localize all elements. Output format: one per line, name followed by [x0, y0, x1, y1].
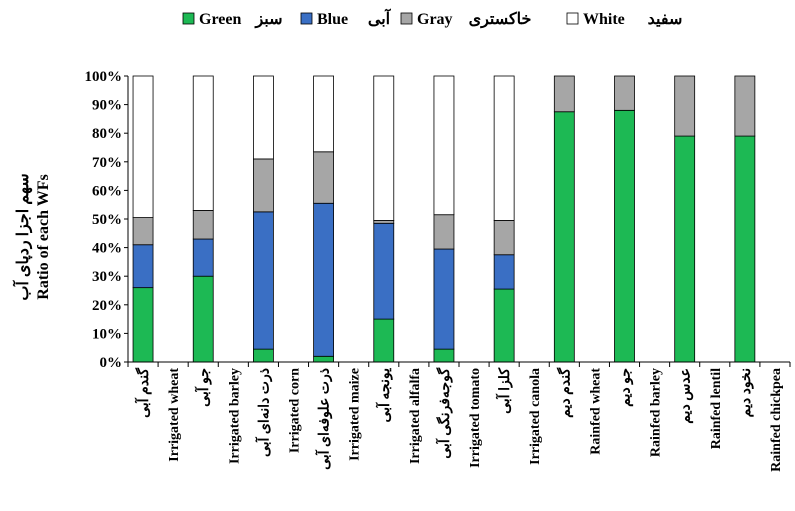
- bar-segment-green: [553, 111, 575, 363]
- x-category-label: گوجه‌فرنگی آبی: [435, 368, 453, 459]
- bar-segment-blue: [433, 248, 455, 350]
- y-tick-label: 40%: [92, 241, 122, 257]
- x-category-label: عدس دیم: [679, 368, 694, 424]
- axes: [124, 75, 791, 367]
- y-tick-label: 30%: [92, 269, 122, 285]
- y-tick-label: 80%: [92, 126, 122, 142]
- bar-segment-white: [433, 75, 455, 216]
- bar-segment-green: [734, 135, 756, 363]
- x-category-label: گندم دیم: [556, 368, 573, 418]
- legend: Green سبز Blue آبی Gray خاکستری White سف…: [182, 7, 683, 29]
- y-tick-label: 50%: [92, 212, 122, 228]
- bar-segment-gray: [132, 217, 154, 246]
- x-category-label: جو دیم: [619, 368, 634, 407]
- legend-item-blue: Blue آبی: [300, 7, 392, 28]
- legend-label-green-fa: سبز: [254, 11, 282, 29]
- x-category-label: Irrigated canola: [528, 368, 543, 465]
- legend-label-gray: Gray: [417, 11, 453, 28]
- bar-segment-gray: [553, 75, 575, 113]
- bar-segment-blue: [313, 202, 334, 357]
- x-category-label: Rainfed lentil: [709, 368, 724, 449]
- bar-segment-blue: [493, 254, 515, 290]
- y-tick-label: 90%: [92, 98, 122, 114]
- bar-segment-gray: [192, 210, 214, 240]
- y-tick-label: 100%: [85, 69, 123, 85]
- y-tick-label: 0%: [100, 355, 123, 371]
- bar-segment-gray: [674, 75, 696, 137]
- legend-label-green: Green: [199, 11, 241, 28]
- x-category-label: Irrigated tomato: [468, 368, 483, 468]
- bar-segment-blue: [132, 244, 154, 289]
- bar-segment-blue: [373, 222, 395, 320]
- x-category-label: نخود دیم: [739, 368, 754, 417]
- x-category-label: Rainfed chickpea: [769, 368, 784, 472]
- x-category-label: Irrigated barley: [227, 368, 242, 464]
- bar-segment-blue: [192, 238, 214, 277]
- x-category-label: Irrigated alfalfa: [408, 368, 423, 464]
- legend-label-white: White: [583, 11, 625, 28]
- legend-swatch-gray: [400, 12, 413, 25]
- legend-label-gray-fa: خاکستری: [469, 11, 532, 29]
- bar-segment-white: [253, 75, 274, 160]
- legend-item-white: White سفید: [566, 11, 683, 28]
- y-tick-label: 60%: [92, 183, 122, 199]
- legend-item-gray: Gray خاکستری: [400, 11, 532, 29]
- legend-swatch-white: [566, 12, 579, 25]
- bar-segment-blue: [253, 211, 274, 350]
- y-axis-label: سهم اجزا ردپای آب Ratio of each WFs: [11, 173, 52, 300]
- bar-segment-gray: [313, 151, 334, 204]
- legend-label-white-fa: سفید: [648, 11, 683, 28]
- x-category-label: یونجه آبی: [375, 368, 393, 423]
- bar-segment-gray: [614, 75, 635, 111]
- bar-segment-gray: [253, 158, 274, 213]
- bar-segment-white: [373, 75, 395, 221]
- x-axis-categories: گندم آبی Irrigated wheat جو آبی Irrigated b…: [134, 368, 784, 472]
- x-category-label: کلزا آبی: [495, 368, 513, 414]
- legend-label-blue-fa: آبی: [368, 7, 392, 28]
- x-category-label: گندم آبی: [134, 368, 152, 418]
- legend-swatch-blue: [300, 12, 313, 25]
- y-axis-label-fa: سهم اجزا ردپای آب: [11, 173, 33, 300]
- bar-segment-green: [192, 275, 214, 363]
- x-category-label: ذرت دانه‌ای آبی: [254, 368, 272, 457]
- y-tick-label: 70%: [92, 155, 122, 171]
- bars: [132, 75, 756, 363]
- x-category-label: Rainfed wheat: [588, 368, 603, 455]
- bar-segment-green: [674, 135, 696, 363]
- legend-item-green: Green سبز: [182, 11, 283, 29]
- y-axis-label-en: Ratio of each WFs: [35, 174, 52, 299]
- bar-segment-green: [433, 348, 455, 363]
- y-tick-label: 10%: [92, 326, 122, 342]
- x-category-label: Irrigated maize: [348, 368, 363, 461]
- x-category-label: Rainfed barley: [649, 368, 664, 457]
- bar-segment-white: [192, 75, 214, 211]
- bar-segment-gray: [734, 75, 756, 137]
- bar-segment-white: [313, 75, 334, 153]
- y-axis-ticks: 0% 10% 20% 30% 40% 50% 60% 70% 80% 90% 100%: [85, 69, 123, 371]
- bar-segment-white: [493, 75, 515, 221]
- x-category-label: جو آبی: [194, 368, 212, 407]
- bar-segment-green: [132, 287, 154, 363]
- bar-segment-gray: [373, 220, 395, 224]
- bar-segment-green: [313, 355, 334, 363]
- legend-label-blue: Blue: [317, 11, 348, 28]
- legend-swatch-green: [182, 12, 195, 25]
- y-tick-label: 20%: [92, 298, 122, 314]
- x-category-label: Irrigated wheat: [167, 368, 182, 462]
- bar-segment-green: [253, 348, 274, 363]
- bar-segment-gray: [433, 214, 455, 250]
- bar-segment-gray: [493, 220, 515, 256]
- bar-segment-green: [614, 109, 635, 363]
- bar-segment-green: [373, 318, 395, 363]
- x-category-label: ذرت علوفه‌ای آبی: [315, 368, 333, 470]
- x-category-label: Irrigated corn: [288, 368, 303, 453]
- bar-segment-green: [493, 288, 515, 363]
- bar-segment-white: [132, 75, 154, 218]
